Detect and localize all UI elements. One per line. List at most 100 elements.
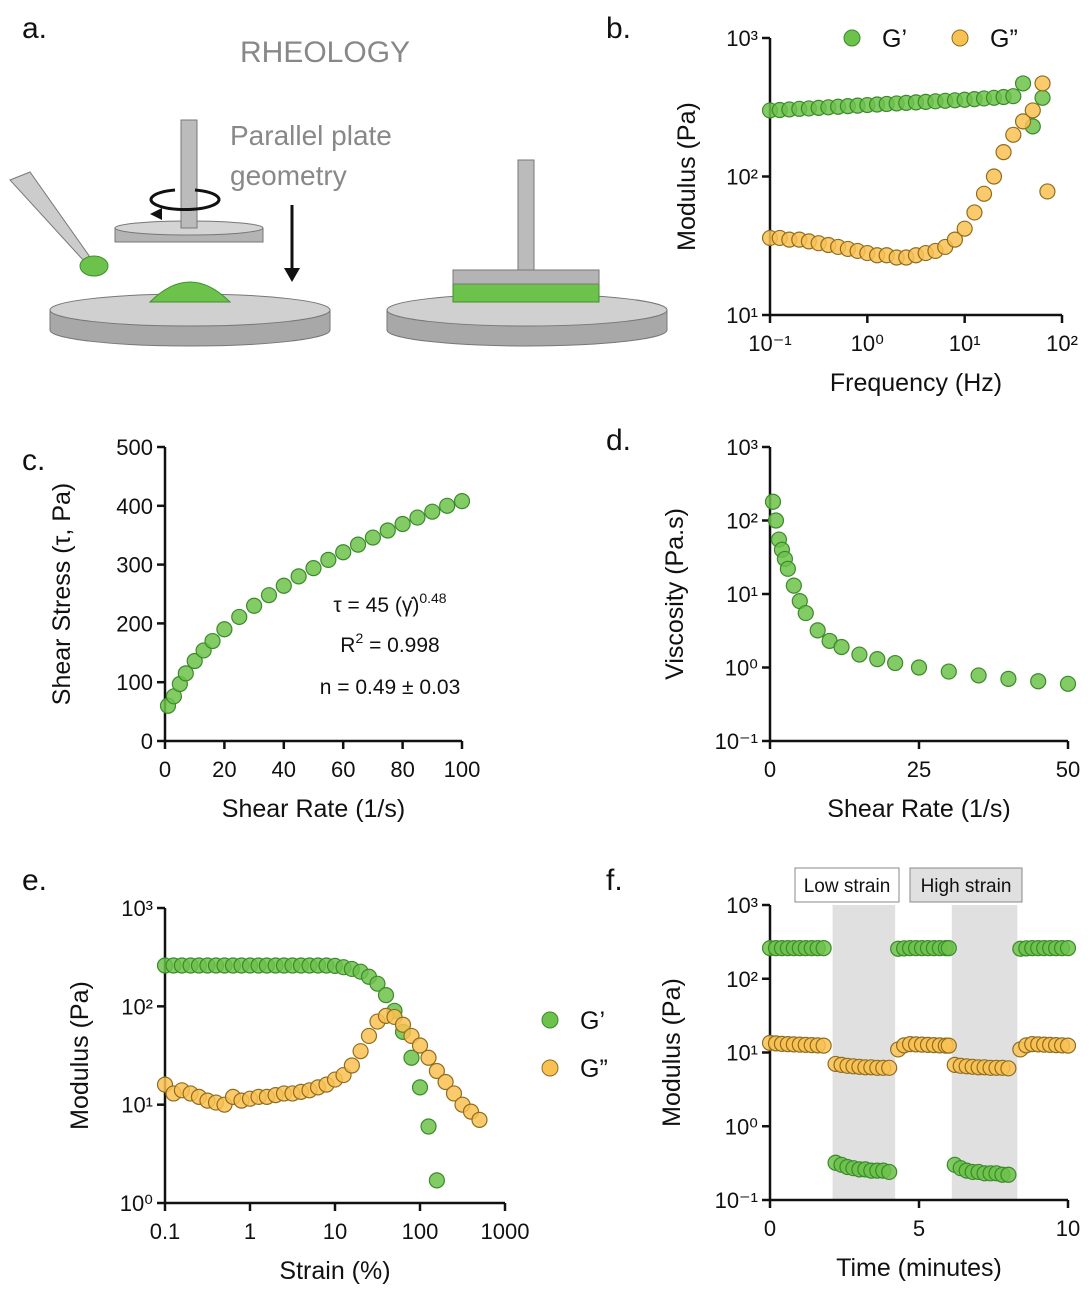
data-point (335, 544, 352, 561)
panel-label: c. (22, 444, 45, 477)
annotation-sup: 2 (355, 630, 363, 646)
data-point (887, 654, 904, 672)
data-point (851, 646, 868, 663)
y-tick-label: 10¹ (726, 303, 758, 328)
panel-label: e. (22, 864, 47, 897)
x-tick-label: 0 (159, 757, 171, 782)
y-tick-label: 300 (116, 553, 153, 578)
data-point (437, 1073, 454, 1091)
data-point (966, 204, 983, 221)
x-axis-label: Time (minutes) (836, 1254, 1002, 1282)
x-tick-label: 10 (1056, 1216, 1080, 1241)
y-tick-label: 10⁰ (725, 1114, 758, 1139)
data-point (260, 587, 278, 604)
y-tick-label: 10¹ (121, 1093, 153, 1118)
x-axis-label: Strain (%) (279, 1257, 390, 1285)
annotation-text: τ = 45 (γ̇) (333, 594, 419, 617)
data-point (946, 231, 964, 248)
data-point (1024, 102, 1041, 119)
data-point (970, 667, 987, 684)
data-point (985, 168, 1003, 185)
data-point (785, 577, 802, 594)
y-tick-label: 200 (116, 611, 153, 636)
annotation-text: R (340, 634, 355, 657)
band-legend-label: Low strain (804, 876, 891, 897)
data-point (424, 503, 441, 520)
data-point (881, 1163, 898, 1181)
data-point (445, 1085, 463, 1102)
x-tick-label: 1000 (481, 1219, 530, 1244)
data-point (428, 1062, 445, 1080)
data-point (767, 512, 785, 529)
y-tick-label: 10⁻¹ (715, 729, 758, 754)
annotation: τ = 45 (γ̇)0.48 (333, 590, 446, 617)
data-point (246, 597, 263, 614)
data-point (349, 536, 367, 553)
data-point (369, 975, 386, 992)
legend-label: G’ (580, 1007, 605, 1035)
y-tick-label: 10¹ (726, 1041, 758, 1066)
data-point (471, 1111, 488, 1128)
data-point (910, 659, 928, 676)
x-tick-label: 100 (402, 1219, 439, 1244)
legend-marker (541, 1059, 559, 1077)
data-point (940, 663, 957, 680)
data-point (869, 651, 886, 668)
x-tick-label: 0 (764, 757, 776, 782)
x-tick-label: 10⁻¹ (748, 331, 791, 356)
y-tick-label: 10² (726, 967, 758, 992)
band-legend-box (794, 867, 900, 903)
legend-label: G’ (882, 25, 907, 53)
data-point (1000, 1060, 1017, 1077)
x-tick-label: 100 (444, 757, 481, 782)
y-axis-label: Modulus (Pa) (658, 978, 686, 1127)
x-tick-label: 5 (913, 1216, 925, 1241)
data-point (1059, 1037, 1077, 1054)
x-tick-label: 10¹ (949, 331, 981, 356)
x-tick-label: 20 (212, 757, 236, 782)
data-point (305, 560, 322, 577)
data-point (290, 568, 307, 585)
y-tick-label: 400 (116, 494, 153, 519)
y-tick-label: 10³ (726, 435, 758, 460)
x-tick-label: 0 (764, 1216, 776, 1241)
y-tick-label: 0 (141, 729, 153, 754)
data-point (956, 220, 973, 237)
y-tick-label: 10⁻¹ (715, 1188, 758, 1213)
data-point (377, 987, 395, 1004)
y-tick-label: 10⁰ (725, 656, 758, 681)
data-point (403, 1049, 420, 1066)
data-point (428, 1172, 445, 1189)
data-point (975, 185, 993, 202)
data-point (1034, 89, 1051, 106)
x-tick-label: 1 (244, 1219, 256, 1244)
data-point (360, 1027, 378, 1045)
diagram-label: Parallel plate (230, 120, 392, 151)
data-point (352, 1043, 369, 1060)
legend-marker (951, 29, 969, 47)
annotation-sup: 0.48 (419, 590, 446, 606)
data-point (779, 560, 796, 577)
annotation-text: n = 0.49 ± 0.03 (320, 676, 461, 699)
data-point (1034, 75, 1051, 92)
y-tick-label: 10¹ (726, 582, 758, 607)
y-tick-label: 10³ (121, 896, 153, 921)
data-point (394, 1016, 412, 1033)
data-point (411, 1037, 429, 1054)
x-axis-label: Shear Rate (1/s) (222, 795, 405, 823)
x-tick-label: 60 (331, 757, 355, 782)
diagram-label: geometry (230, 160, 347, 191)
data-point (1005, 126, 1022, 143)
data-point (177, 665, 194, 682)
x-tick-label: 10 (323, 1219, 347, 1244)
data-point (809, 622, 826, 639)
data-point (1039, 183, 1056, 200)
y-tick-label: 10⁰ (120, 1191, 153, 1216)
data-point (833, 638, 850, 656)
data-point (216, 621, 233, 638)
legend-marker (843, 29, 861, 47)
data-point (453, 492, 471, 510)
data-point (1014, 113, 1032, 130)
